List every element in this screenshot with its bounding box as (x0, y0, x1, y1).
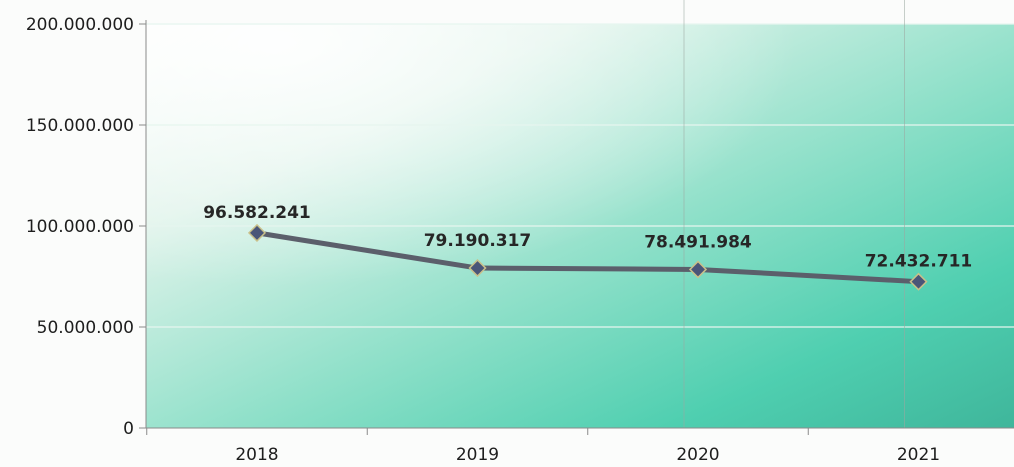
data-point-marker (688, 260, 708, 279)
x-tick-label: 2020 (676, 445, 719, 463)
data-label: 96.582.241 (203, 203, 311, 223)
data-label: 78.491.984 (644, 232, 752, 252)
data-label: 72.432.711 (865, 252, 973, 272)
y-tick-label: 200.000.000 (26, 15, 134, 35)
data-point-marker (909, 272, 928, 291)
data-point-marker (468, 258, 487, 278)
x-tick-label: 2021 (897, 445, 940, 463)
y-tick-label: 0 (123, 419, 134, 439)
data-point-marker (247, 223, 267, 242)
x-tick-label: 2019 (456, 445, 499, 463)
y-tick-label: 100.000.000 (26, 217, 134, 237)
y-tick-label: 150.000.000 (26, 116, 134, 136)
series-line (254, 230, 921, 285)
y-tick-label: 50.000.000 (37, 318, 134, 338)
x-tick-label: 2018 (235, 445, 278, 463)
data-label: 79.190.317 (424, 231, 532, 251)
